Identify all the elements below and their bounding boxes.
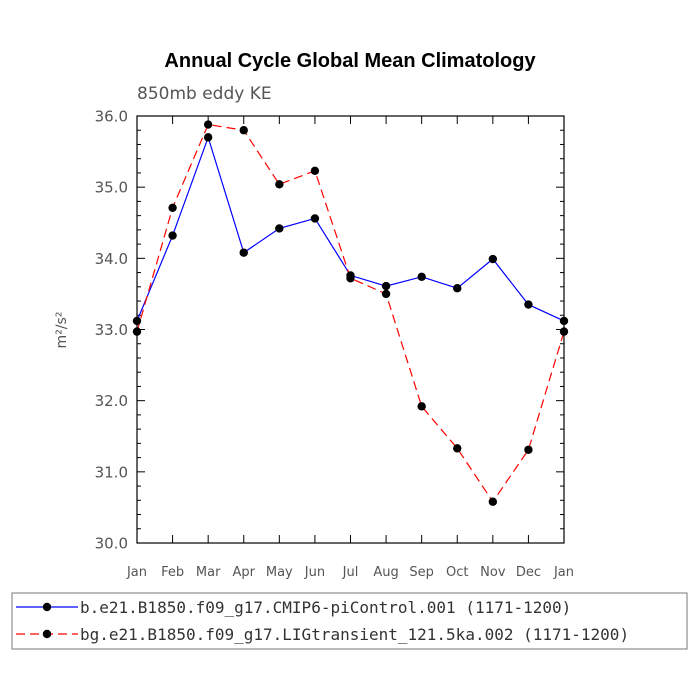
data-point-series-1: [488, 254, 498, 264]
x-tick-label: Jan: [553, 565, 574, 580]
x-tick-label: Nov: [480, 565, 506, 580]
plot-frame: [136, 115, 565, 544]
data-point-series-1: [310, 214, 320, 223]
data-point-series-2: [559, 327, 569, 336]
x-tick-label: Jan: [126, 565, 147, 580]
legend-box: [11, 592, 688, 650]
x-tick-label: Oct: [446, 565, 468, 580]
data-point-series-2: [310, 166, 320, 175]
legend: b.e21.B1850.f09_g17.CMIP6-piControl.001 …: [11, 592, 688, 650]
data-point-series-2: [275, 180, 284, 189]
data-point-series-1: [275, 224, 284, 233]
y-tick-label: 33.0: [95, 321, 128, 339]
data-point-series-2: [524, 445, 533, 454]
data-point-series-2: [203, 120, 213, 129]
data-point-series-1: [559, 316, 569, 326]
y-tick-label: 36.0: [95, 108, 128, 126]
data-point-series-2: [488, 497, 498, 506]
x-tick-label: Feb: [161, 565, 184, 580]
data-point-series-2: [239, 126, 248, 135]
x-tick-label: Jul: [342, 565, 359, 580]
data-point-series-1: [453, 284, 462, 293]
legend-marker-series-2: [42, 629, 52, 639]
series-line-1: [136, 135, 565, 322]
data-point-series-2: [346, 274, 355, 283]
y-tick-label: 30.0: [95, 535, 128, 553]
data-point-series-1: [524, 300, 533, 309]
x-tick-label: Aug: [373, 565, 398, 580]
chart-subtitle: 850mb eddy KE: [137, 84, 272, 104]
data-point-series-1: [132, 316, 142, 326]
axes: 30.0 31.0 32.0 33.0 34.0 35.0 36.0 Jan Feb Mar Apr…: [95, 108, 574, 581]
y-tick-label: 32.0: [95, 392, 128, 410]
y-axis-label: m²/s²: [54, 312, 70, 349]
data-point-series-1: [203, 133, 213, 142]
data-point-series-2: [381, 289, 391, 299]
x-tick-label: Sep: [409, 565, 434, 580]
x-tick-label: Dec: [516, 565, 541, 580]
legend-marker-series-1: [42, 602, 52, 612]
x-tick-label: Apr: [233, 565, 256, 580]
x-tick-label: Mar: [196, 565, 221, 580]
y-tick-label: 34.0: [95, 250, 128, 268]
data-point-series-2: [168, 203, 177, 213]
data-point-series-1: [168, 231, 177, 240]
x-tick-label: May: [266, 565, 293, 580]
data-point-series-1: [239, 248, 248, 257]
series-group: [132, 120, 569, 506]
data-point-series-1: [417, 272, 426, 282]
series-line-2: [136, 123, 565, 503]
y-tick-label: 31.0: [95, 463, 128, 481]
data-point-series-2: [453, 444, 462, 453]
data-point-series-1: [381, 281, 391, 291]
y-tick-label: 35.0: [95, 179, 128, 197]
data-point-series-2: [132, 327, 142, 336]
chart-title: Annual Cycle Global Mean Climatology: [164, 50, 536, 72]
data-point-series-2: [417, 402, 426, 411]
legend-label-series-1: b.e21.B1850.f09_g17.CMIP6-piControl.001 …: [80, 598, 571, 617]
x-tick-label: Jun: [304, 565, 325, 580]
legend-label-series-2: bg.e21.B1850.f09_g17.LIGtransient_121.5k…: [80, 625, 629, 644]
